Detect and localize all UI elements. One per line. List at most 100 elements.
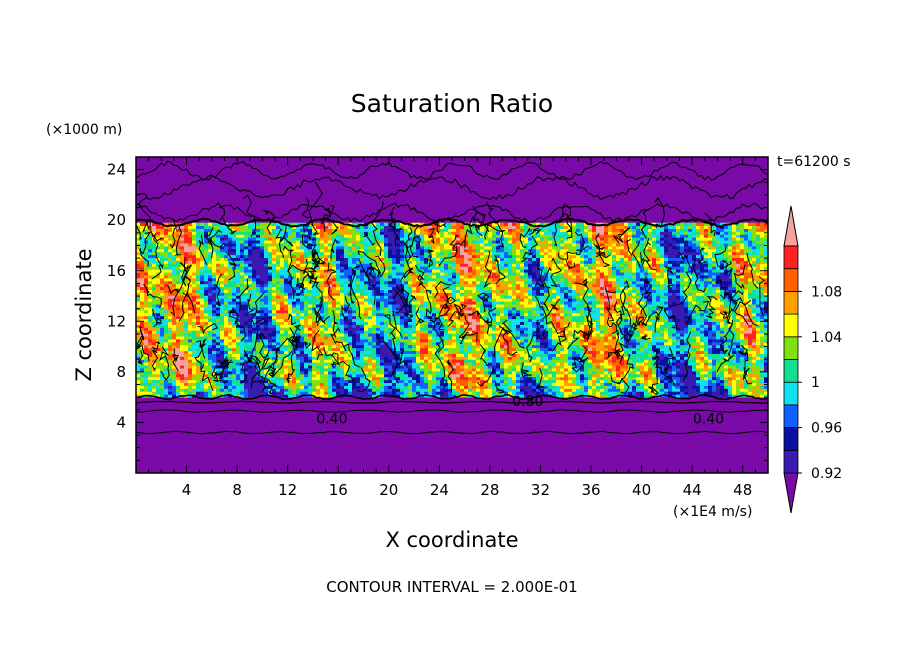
field-cell: [320, 251, 325, 256]
field-cell: [292, 266, 297, 270]
field-cell: [244, 339, 249, 343]
field-cell: [176, 237, 181, 241]
field-cell: [420, 391, 425, 395]
field-cell: [356, 225, 361, 229]
field-cell: [192, 231, 197, 235]
field-cell: [144, 356, 149, 360]
field-cell: [452, 339, 457, 343]
field-cell: [260, 257, 265, 261]
field-cell: [384, 307, 389, 311]
field-cell: [328, 339, 333, 343]
field-cell: [396, 324, 401, 328]
field-cell: [256, 341, 261, 346]
field-cell: [424, 315, 429, 320]
field-cell: [360, 339, 365, 343]
field-cell: [164, 388, 169, 392]
field-cell: [260, 263, 265, 267]
field-cell: [312, 391, 317, 395]
field-cell: [412, 263, 417, 267]
field-cell: [200, 225, 205, 229]
field-cell: [296, 365, 301, 369]
field-cell: [180, 237, 185, 241]
field-cell: [184, 228, 189, 232]
field-cell: [436, 269, 441, 273]
field-cell: [460, 231, 465, 235]
field-cell: [272, 301, 277, 305]
field-cell: [424, 243, 429, 247]
field-cell: [308, 251, 313, 256]
field-cell: [196, 243, 201, 247]
field-cell: [212, 231, 217, 235]
field-cell: [136, 257, 141, 261]
field-cell: [152, 321, 157, 325]
field-cell: [420, 368, 425, 372]
field-cell: [308, 283, 313, 288]
field-cell: [360, 248, 365, 253]
field-cell: [252, 327, 257, 331]
field-cell: [444, 277, 449, 282]
field-cell: [336, 257, 341, 261]
field-cell: [180, 344, 185, 349]
field-cell: [344, 376, 349, 381]
field-cell: [464, 350, 469, 354]
field-cell: [228, 275, 233, 279]
field-cell: [180, 350, 185, 354]
field-cell: [184, 257, 189, 261]
field-cell: [236, 228, 241, 232]
field-cell: [228, 234, 233, 238]
field-cell: [340, 304, 345, 308]
field-cell: [212, 272, 217, 276]
field-cell: [276, 376, 281, 381]
field-cell: [440, 371, 445, 375]
field-cell: [136, 336, 141, 340]
field-cell: [280, 254, 285, 259]
field-cell: [448, 341, 453, 346]
field-cell: [248, 254, 253, 259]
field-cell: [412, 339, 417, 343]
field-cell: [328, 263, 333, 267]
field-cell: [408, 275, 413, 279]
field-cell: [376, 298, 381, 302]
field-cell: [180, 248, 185, 253]
field-cell: [224, 301, 229, 305]
field-cell: [216, 356, 221, 360]
field-cell: [360, 347, 365, 352]
field-cell: [388, 339, 393, 343]
field-cell: [392, 304, 397, 308]
field-cell: [164, 321, 169, 325]
field-cell: [368, 385, 373, 389]
field-cell: [456, 341, 461, 346]
field-cell: [292, 269, 297, 273]
field-cell: [368, 254, 373, 259]
field-cell: [232, 295, 237, 299]
field-cell: [196, 304, 201, 308]
field-cell: [224, 298, 229, 302]
field-cell: [316, 394, 321, 398]
field-cell: [144, 368, 149, 372]
field-cell: [316, 272, 321, 276]
field-cell: [196, 356, 201, 360]
field-cell: [396, 368, 401, 372]
field-cell: [248, 327, 253, 331]
field-cell: [460, 388, 465, 392]
field-cell: [176, 371, 181, 375]
field-cell: [372, 251, 377, 256]
field-cell: [236, 251, 241, 256]
field-cell: [420, 350, 425, 354]
field-cell: [400, 394, 405, 398]
field-cell: [460, 289, 465, 293]
field-cell: [272, 330, 277, 334]
field-cell: [268, 286, 273, 290]
field-cell: [256, 339, 261, 343]
field-cell: [272, 283, 277, 288]
field-cell: [464, 368, 469, 372]
field-cell: [412, 388, 417, 392]
field-cell: [332, 245, 337, 250]
field-cell: [292, 222, 297, 227]
field-cell: [448, 315, 453, 320]
field-cell: [244, 391, 249, 395]
field-cell: [200, 353, 205, 357]
field-cell: [428, 324, 433, 328]
field-cell: [232, 353, 237, 357]
field-cell: [224, 318, 229, 322]
